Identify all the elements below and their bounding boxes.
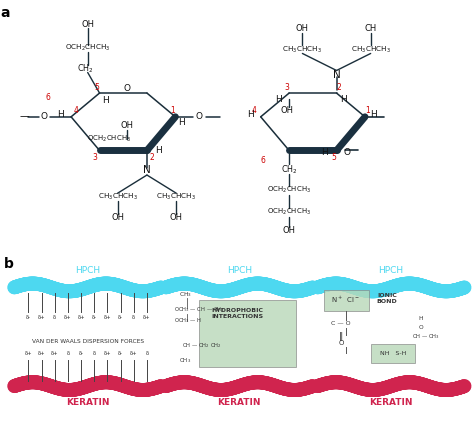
Text: N$^+$  Cl$^-$: N$^+$ Cl$^-$ (331, 295, 361, 305)
Text: CH$_3$: CH$_3$ (179, 356, 191, 366)
Text: N: N (143, 165, 151, 175)
Text: OCH$_3$ — H: OCH$_3$ — H (174, 316, 202, 325)
Text: N: N (333, 70, 340, 80)
Text: δ: δ (66, 351, 70, 356)
Text: O: O (196, 112, 202, 121)
Text: CH$_3$CHCH$_3$: CH$_3$CHCH$_3$ (156, 191, 196, 202)
Text: H: H (340, 94, 347, 103)
Text: δ: δ (146, 351, 148, 356)
Text: δ+: δ+ (38, 315, 46, 320)
Text: H: H (370, 110, 377, 119)
Text: OH: OH (283, 227, 296, 236)
Text: δ-: δ- (118, 351, 123, 356)
Text: 2: 2 (337, 83, 341, 92)
Text: VAN DER WAALS DISPERSION FORCES: VAN DER WAALS DISPERSION FORCES (32, 338, 144, 344)
Text: δ: δ (93, 351, 96, 356)
Text: H: H (178, 118, 184, 127)
Text: δ-: δ- (92, 315, 97, 320)
Text: IONIC
BOND: IONIC BOND (377, 293, 398, 304)
Text: KERATIN: KERATIN (218, 398, 261, 407)
Text: δ: δ (132, 315, 136, 320)
Text: OCH$_2$CHCH$_3$: OCH$_2$CHCH$_3$ (65, 43, 110, 53)
Text: 4: 4 (73, 106, 78, 115)
FancyBboxPatch shape (324, 290, 369, 311)
Text: δ+: δ+ (104, 351, 111, 356)
Text: OH: OH (81, 20, 94, 29)
Text: δ-: δ- (118, 315, 123, 320)
Text: HPCH: HPCH (227, 266, 252, 275)
Text: 2: 2 (149, 153, 154, 162)
Text: 1: 1 (171, 106, 175, 115)
Text: OCH$_3$ — CH — CH$_3$: OCH$_3$ — CH — CH$_3$ (174, 305, 225, 314)
Text: O: O (338, 340, 344, 346)
Text: H: H (155, 146, 162, 155)
Text: C — O: C — O (331, 321, 351, 326)
Text: 5: 5 (332, 153, 337, 162)
Text: CH: CH (365, 24, 377, 33)
Text: OH: OH (111, 212, 124, 221)
FancyBboxPatch shape (199, 300, 296, 367)
Text: δ+: δ+ (143, 315, 151, 320)
Text: O: O (419, 326, 423, 330)
Text: ‖: ‖ (339, 332, 343, 341)
Text: O: O (41, 112, 47, 121)
FancyBboxPatch shape (371, 344, 415, 363)
Text: OH: OH (296, 24, 309, 33)
Text: 5: 5 (95, 83, 100, 92)
Text: CH — CH$_2$ CH$_2$: CH — CH$_2$ CH$_2$ (182, 341, 221, 350)
Text: CH$_3$CHCH$_3$: CH$_3$CHCH$_3$ (351, 45, 391, 55)
Text: NH   S-H: NH S-H (380, 350, 406, 356)
Text: H: H (102, 96, 109, 105)
Text: O: O (344, 148, 350, 157)
Text: δ+: δ+ (51, 351, 59, 356)
Text: 6: 6 (261, 156, 265, 165)
Text: δ+: δ+ (25, 351, 32, 356)
Text: 3: 3 (92, 153, 97, 162)
Text: 4: 4 (251, 106, 256, 115)
Text: b: b (4, 257, 14, 272)
Text: CH$_3$CHCH$_3$: CH$_3$CHCH$_3$ (98, 191, 137, 202)
Text: 3: 3 (284, 83, 289, 92)
Text: H: H (321, 148, 328, 157)
Text: OCH$_2$CHCH$_3$: OCH$_2$CHCH$_3$ (267, 185, 311, 195)
Text: δ+: δ+ (77, 315, 85, 320)
Text: CH$_3$CHCH$_3$: CH$_3$CHCH$_3$ (283, 45, 322, 55)
Text: 1: 1 (365, 106, 370, 115)
Text: δ-: δ- (79, 351, 83, 356)
Text: OCH$_2$CHCH$_3$: OCH$_2$CHCH$_3$ (87, 133, 131, 144)
Text: CH — CH$_3$: CH — CH$_3$ (412, 332, 440, 341)
Text: OH: OH (120, 121, 134, 130)
Text: CH$_2$: CH$_2$ (77, 62, 94, 75)
Text: δ+: δ+ (64, 315, 72, 320)
Text: HYDROPHOBIC
INTERACTIONS: HYDROPHOBIC INTERACTIONS (211, 308, 263, 319)
Text: H: H (247, 110, 254, 119)
Text: δ-: δ- (26, 315, 31, 320)
Text: H: H (419, 316, 423, 320)
Text: OH: OH (280, 106, 293, 115)
Text: CH$_3$: CH$_3$ (179, 290, 191, 299)
Text: CH$_2$: CH$_2$ (281, 163, 298, 176)
Text: δ+: δ+ (104, 315, 111, 320)
Text: δ: δ (53, 315, 56, 320)
Text: H: H (275, 94, 282, 103)
Text: —: — (20, 111, 29, 121)
Text: δ+: δ+ (38, 351, 46, 356)
Text: a: a (0, 6, 10, 20)
Text: KERATIN: KERATIN (369, 398, 413, 407)
Text: HPCH: HPCH (378, 266, 404, 275)
Text: O: O (124, 84, 130, 93)
Text: OH: OH (170, 212, 183, 221)
Text: KERATIN: KERATIN (66, 398, 109, 407)
Text: HPCH: HPCH (75, 266, 100, 275)
Text: OCH$_2$CHCH$_3$: OCH$_2$CHCH$_3$ (267, 207, 311, 217)
Text: δ+: δ+ (130, 351, 137, 356)
Text: H: H (57, 110, 64, 119)
Text: 6: 6 (46, 93, 51, 102)
